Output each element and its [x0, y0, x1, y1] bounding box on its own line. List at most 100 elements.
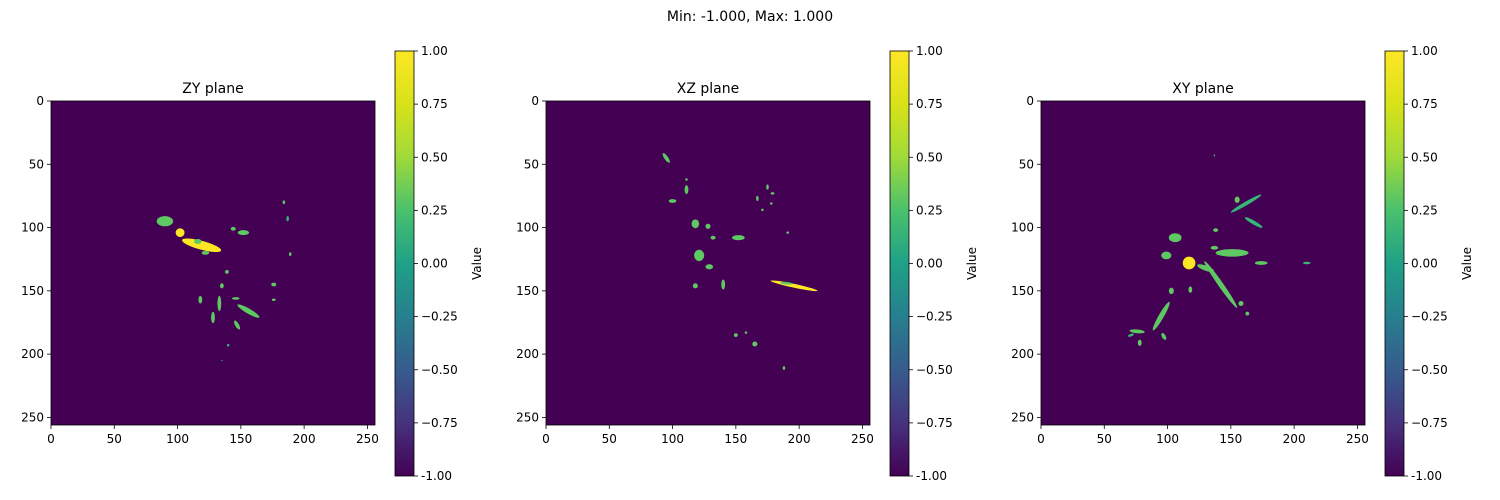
heatmap-blob	[694, 249, 705, 262]
colorbar-tick-label: 0.00	[916, 257, 943, 271]
x-tick-label: 150	[724, 432, 747, 446]
x-tick-label: 200	[788, 432, 811, 446]
heatmap-blob	[1254, 261, 1268, 265]
heatmap-blob	[1234, 196, 1240, 203]
heatmap-blob	[1302, 261, 1311, 265]
heatmap-blob	[1188, 286, 1193, 293]
heatmap-blob	[182, 238, 222, 253]
colorbar-tick-label: -1.00	[916, 469, 947, 483]
colorbar-tick-label: 0.50	[1411, 150, 1438, 164]
heatmap-blob	[1197, 264, 1214, 272]
heatmap-blob	[780, 281, 793, 285]
colorbar-tick-label: 0.25	[1411, 203, 1438, 217]
heatmap-blob	[705, 264, 714, 270]
y-tick-label: 0	[1026, 94, 1034, 108]
colorbar-tick-label: -1.00	[1411, 469, 1442, 483]
heatmap-blob	[756, 195, 759, 201]
colorbar-tick-label: 1.00	[421, 44, 448, 58]
heatmap-blob	[231, 297, 240, 300]
colorbar-tick-label: 1.00	[916, 44, 943, 58]
colorbar-tick-label: −0.25	[421, 310, 458, 324]
x-tick-label: 50	[602, 432, 617, 446]
heatmap-blob	[752, 341, 758, 347]
y-tick-label: 250	[516, 410, 539, 424]
colorbar-tick-label: −0.50	[421, 363, 458, 377]
colorbar: -1.00 −0.75 −0.50 −0.25 0.00 0.25 0.50 0.75 1.00…	[1384, 44, 1474, 483]
heatmap-blob	[194, 238, 202, 245]
colorbar-tick-label: 0.75	[916, 97, 943, 111]
heatmap-blob	[198, 295, 203, 304]
x-tick-label: 200	[1283, 432, 1306, 446]
heatmap-blob	[692, 283, 698, 289]
heatmap-blob	[691, 219, 700, 229]
heatmap-blob	[286, 216, 289, 222]
heatmap-blobs	[156, 200, 292, 362]
heatmap-blob	[1213, 228, 1219, 232]
y-tick-label: 250	[21, 410, 44, 424]
heatmap-blob	[685, 178, 688, 181]
colorbar-tick-label: 0.50	[421, 150, 448, 164]
heatmap-blob	[282, 200, 286, 205]
colorbar-tick-label: −0.50	[916, 363, 953, 377]
heatmap-blob	[1127, 333, 1134, 337]
colorbar-tick-label: 0.75	[1411, 97, 1438, 111]
heatmap-blob	[1161, 251, 1172, 260]
heatmap-blob	[733, 333, 738, 338]
colorbar-tick-label: 0.75	[421, 97, 448, 111]
heatmap-blob	[761, 208, 764, 212]
heatmap-blob	[770, 192, 775, 195]
colorbar-tick-label: 0.00	[1411, 257, 1438, 271]
heatmap-background	[546, 101, 870, 425]
y-tick-label: 250	[1011, 410, 1034, 424]
colorbar-gradient	[889, 50, 910, 477]
colorbar-tick-label: 0.50	[916, 150, 943, 164]
heatmap-blob	[732, 235, 745, 241]
heatmap-background	[51, 101, 375, 425]
colorbar-tick-label: −0.75	[916, 416, 953, 430]
x-tick-label: 250	[1346, 432, 1369, 446]
y-tick-label: 150	[1011, 284, 1034, 298]
heatmap-blob	[230, 226, 236, 231]
heatmap-blob	[225, 269, 229, 274]
colorbar-tick-label: −0.25	[916, 310, 953, 324]
panel-title: XY plane	[1172, 81, 1233, 97]
x-tick-label: 0	[1037, 432, 1045, 446]
heatmap-blob	[668, 199, 677, 203]
heatmap-blob	[766, 184, 769, 190]
heatmap-blob	[684, 185, 689, 195]
heatmap-blob	[1137, 339, 1142, 346]
panel-title: XZ plane	[677, 81, 739, 97]
y-tick-label: 150	[21, 284, 44, 298]
heatmap-blob	[156, 216, 174, 227]
colorbar-tick-label: −0.25	[1411, 310, 1448, 324]
x-tick-label: 150	[229, 432, 252, 446]
heatmap-blob	[782, 366, 786, 370]
colorbar-label: Value	[1460, 247, 1474, 280]
x-tick-label: 200	[293, 432, 316, 446]
colorbar-tick-label: −0.75	[421, 416, 458, 430]
colorbar-gradient	[394, 50, 415, 477]
heatmap-blob	[271, 298, 276, 301]
x-tick-label: 100	[1156, 432, 1179, 446]
heatmap-blob	[201, 250, 210, 255]
heatmap-blob	[721, 279, 726, 290]
heatmap-blob	[705, 223, 711, 229]
colorbar-tick-label: -1.00	[421, 469, 452, 483]
heatmap-blob	[744, 331, 748, 334]
colorbar-tick-label: 1.00	[1411, 44, 1438, 58]
heatmap-blob	[237, 230, 250, 236]
heatmap-blob	[770, 202, 773, 205]
x-tick-label: 100	[166, 432, 189, 446]
heatmap-blob	[211, 311, 215, 324]
heatmap-blob	[1204, 261, 1238, 308]
y-tick-label: 0	[36, 94, 44, 108]
colorbar-label: Value	[470, 247, 484, 280]
heatmap-background	[1041, 101, 1365, 425]
heatmap-blob	[1238, 300, 1244, 307]
heatmap-blob	[217, 295, 222, 312]
heatmap-blobs	[1127, 154, 1311, 346]
